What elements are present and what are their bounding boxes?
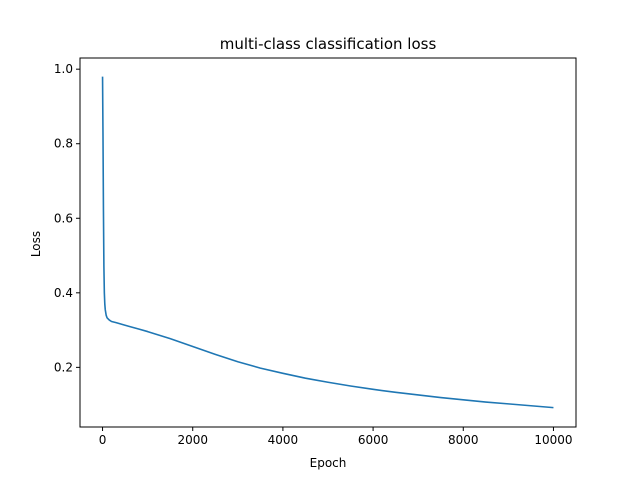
x-tick-label: 2000	[177, 433, 208, 447]
plot-area	[101, 76, 554, 409]
x-tick-label: 10000	[534, 433, 572, 447]
x-axis-label: Epoch	[310, 456, 347, 470]
y-axis-label: Loss	[29, 231, 43, 257]
plot-frame	[79, 57, 577, 428]
y-tick-label: 0.2	[54, 360, 73, 374]
x-tick-label: 6000	[358, 433, 389, 447]
x-axis-ticks: 0 2000 4000 6000 8000 10000	[99, 427, 573, 447]
y-tick-label: 0.8	[54, 137, 73, 151]
y-tick-label: 1.0	[54, 62, 73, 76]
y-axis-ticks: 0.2 0.4 0.6 0.8 1.0	[54, 62, 80, 374]
y-tick-label: 0.4	[54, 286, 73, 300]
loss-series-line	[101, 76, 554, 409]
x-tick-label: 4000	[268, 433, 299, 447]
y-tick-label: 0.6	[54, 211, 73, 225]
x-tick-label: 0	[99, 433, 107, 447]
chart-title: multi-class classification loss	[220, 35, 437, 53]
x-tick-label: 8000	[448, 433, 479, 447]
